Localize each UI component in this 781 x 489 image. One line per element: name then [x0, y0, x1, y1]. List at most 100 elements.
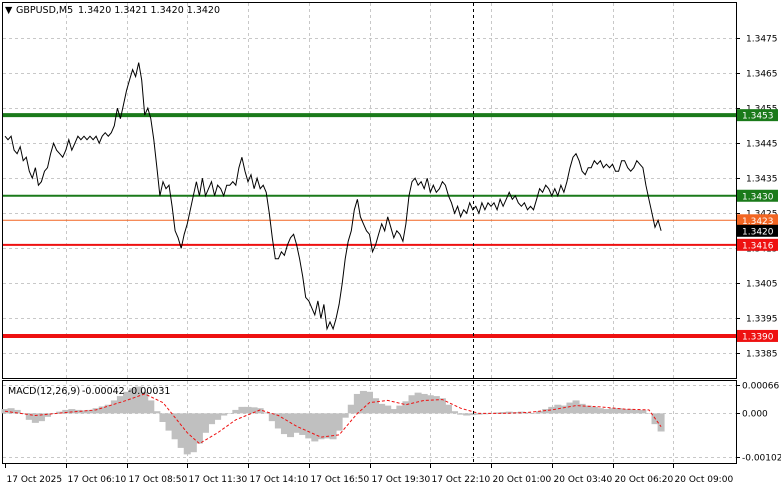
x-tick-label: 17 Oct 08:50 [129, 475, 188, 485]
macd-bar [505, 411, 513, 414]
macd-bar [536, 411, 544, 414]
level-label-text: 1.3430 [742, 192, 774, 202]
macd-bar [590, 406, 598, 414]
macd-bar [171, 413, 179, 440]
macd-bar [86, 409, 94, 414]
current-price-text: 1.3420 [742, 227, 774, 237]
macd-bar [639, 409, 647, 414]
macd-bar [165, 413, 173, 431]
level-label-box [737, 329, 778, 342]
level-label-text: 1.3390 [742, 332, 774, 342]
macd-bar [13, 409, 21, 414]
macd-bar [31, 413, 39, 423]
macd-bar [335, 413, 343, 431]
macd-bar [451, 411, 459, 414]
chart-menu-icon[interactable]: ▼ [5, 5, 13, 16]
macd-bar [311, 413, 319, 442]
level-label-box [737, 238, 778, 251]
x-tick-label: 17 Oct 16:50 [311, 475, 370, 485]
macd-bar [554, 404, 562, 414]
macd-bar [280, 413, 288, 435]
macd-bar [62, 409, 70, 414]
x-tick-label: 17 Oct 2025 [7, 475, 63, 485]
macd-bar [621, 409, 629, 414]
macd-bar [523, 412, 531, 414]
level-lines[interactable] [3, 113, 736, 338]
macd-tick-label: 0.00066 [742, 382, 779, 392]
macd-bar [499, 412, 507, 414]
macd-bar [274, 413, 282, 429]
macd-bar [323, 413, 331, 439]
macd-bar [372, 398, 380, 414]
macd-bar [92, 408, 100, 414]
macd-bar [98, 406, 106, 414]
macd-bar [469, 413, 477, 416]
macd-bar [129, 388, 137, 414]
macd-bar [390, 409, 398, 414]
macd-bar [645, 413, 653, 414]
macd-bar [530, 413, 538, 414]
macd-bar [627, 409, 635, 414]
macd-bar [80, 410, 88, 414]
y-tick-label: 1.3435 [746, 175, 778, 185]
macd-values: -0.00042 -0.00031 [82, 386, 170, 397]
macd-bar [116, 396, 124, 414]
macd-bar [609, 408, 616, 414]
macd-bar [50, 413, 58, 414]
x-tick-label: 20 Oct 03:40 [554, 475, 613, 485]
macd-bar [37, 413, 45, 422]
macd-bar [426, 395, 434, 414]
price-series-line [4, 62, 662, 331]
macd-bar [396, 405, 404, 414]
macd-bar [560, 405, 568, 414]
macd-bar [584, 405, 592, 414]
macd-bar [542, 409, 550, 414]
macd-bar [268, 413, 276, 422]
macd-bar [68, 409, 76, 414]
macd-bar [256, 408, 264, 414]
x-tick-label: 17 Oct 22:10 [432, 475, 491, 485]
y-tick-label: 1.3475 [746, 35, 778, 45]
macd-bar [572, 400, 580, 414]
macd-tick-label: 0.000 [742, 410, 768, 420]
y-tick-label: 1.3465 [746, 70, 778, 80]
level-label-box [737, 214, 778, 227]
macd-bar [517, 411, 525, 414]
macd-bar [329, 413, 337, 440]
macd-bar [317, 413, 325, 440]
macd-bar [159, 413, 167, 422]
macd-bar [44, 413, 52, 417]
macd-bar [244, 406, 252, 414]
macd-bar [25, 413, 33, 420]
macd-bar [293, 413, 301, 433]
macd-bar [402, 401, 410, 414]
ohlc-readout: 1.3420 1.3421 1.3420 1.3420 [78, 5, 220, 16]
x-tick-label: 17 Oct 06:10 [68, 475, 127, 485]
macd-bar [341, 413, 349, 418]
macd-bar [353, 393, 361, 414]
macd-bar [347, 404, 355, 414]
current-price-box [737, 224, 778, 237]
price-grid [3, 3, 736, 378]
macd-bar [226, 413, 234, 414]
macd-bar [566, 402, 574, 414]
macd-bar [384, 405, 392, 414]
macd-bar [578, 403, 586, 414]
macd-bar [56, 411, 64, 414]
macd-bar [208, 413, 216, 425]
macd-tick-label: -0.00102 [742, 454, 781, 464]
level-label-text: 1.3423 [742, 217, 774, 227]
macd-bar [195, 413, 203, 444]
macd-bar [238, 406, 246, 414]
macd-signal-line [4, 393, 662, 445]
x-tick-label: 20 Oct 01:00 [493, 475, 552, 485]
macd-bar [232, 409, 240, 414]
macd-bar [475, 413, 483, 415]
macd-bar [104, 404, 112, 414]
macd-bar [657, 413, 665, 432]
macd-bar [414, 392, 422, 414]
macd-bar [420, 393, 428, 414]
macd-bar [135, 386, 143, 414]
macd-bar [493, 412, 501, 414]
